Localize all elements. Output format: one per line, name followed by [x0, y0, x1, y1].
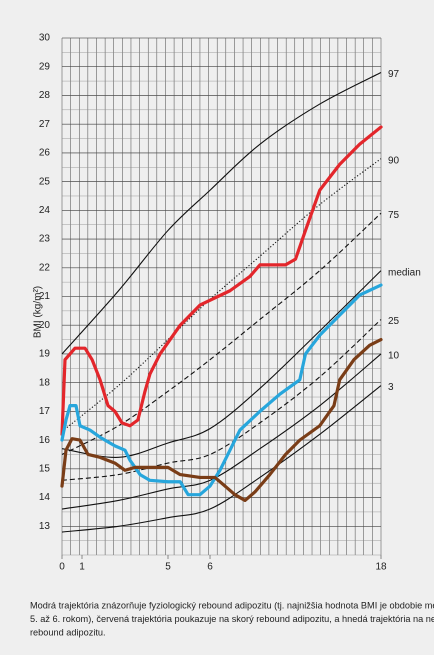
percentile-label: 75: [388, 210, 400, 221]
percentile-curve: [61, 319, 382, 481]
y-tick-label: 25: [39, 176, 51, 187]
y-tick-label: 13: [39, 521, 51, 532]
percentile-curve: [61, 385, 382, 533]
y-tick-label: 17: [39, 406, 51, 417]
percentile-label: 90: [388, 155, 400, 166]
y-tick-label: 18: [39, 377, 51, 388]
x-tick-label: 6: [207, 562, 213, 573]
x-tick-label: 1: [79, 562, 85, 573]
percentile-label: 25: [388, 316, 400, 327]
y-tick-label: 28: [39, 90, 51, 101]
y-tick-label: 29: [39, 61, 51, 72]
percentile-curve: [61, 71, 382, 355]
percentile-label: 10: [388, 351, 400, 362]
y-tick-label: 20: [39, 320, 51, 331]
trajectory: [60, 337, 383, 503]
percentile-label: 3: [388, 382, 394, 393]
caption-line: Modrá trajektória znázorňuje fyziologick…: [30, 600, 434, 610]
percentile-label: 97: [388, 69, 400, 80]
y-tick-label: 19: [39, 349, 51, 360]
y-tick-label: 16: [39, 435, 51, 446]
caption-line: 5. až 6. rokom), červená trajektória pou…: [30, 614, 434, 624]
caption: Modrá trajektória znázorňuje fyziologick…: [30, 600, 434, 637]
y-tick-label: 14: [39, 492, 51, 503]
y-tick-label: 23: [39, 234, 51, 245]
y-tick-label: 15: [39, 463, 51, 474]
y-tick-label: 27: [39, 119, 51, 130]
y-tick-label: 22: [39, 262, 51, 273]
trajectory: [60, 125, 383, 436]
trajectory: [60, 283, 383, 497]
percentile-label: median: [388, 267, 421, 278]
percentile-curve: [61, 270, 382, 458]
x-tick-label: 0: [59, 562, 65, 573]
x-tick-label: 5: [165, 562, 171, 573]
percentile-curve: [61, 353, 382, 510]
caption-line: rebound adipozitu.: [30, 627, 106, 637]
percentile-curve: [61, 212, 382, 455]
y-tick-label: 30: [39, 33, 51, 44]
y-axis-label: BMI (kg/m²): [33, 286, 44, 338]
y-tick-label: 24: [39, 205, 51, 216]
y-tick-label: 26: [39, 148, 51, 159]
y-tick-label: 21: [39, 291, 51, 302]
x-tick-label: 18: [375, 562, 387, 573]
